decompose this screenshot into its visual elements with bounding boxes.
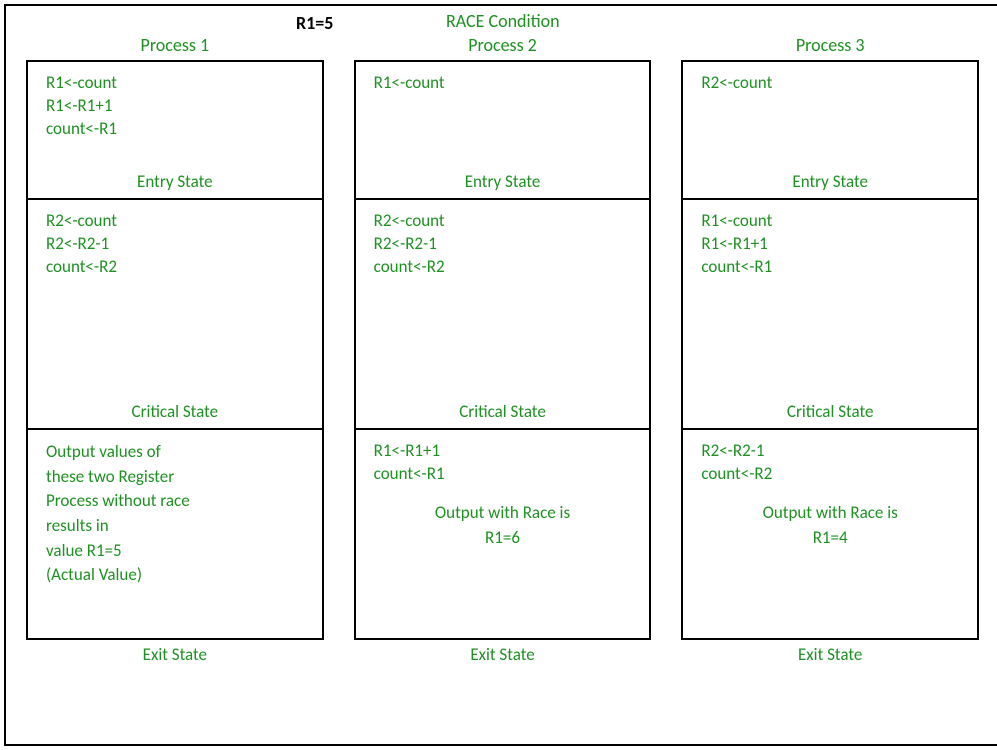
code-line: R1<-R1+1	[701, 233, 959, 256]
output-line: Output values of	[46, 440, 304, 465]
process-header: Process 1	[26, 34, 324, 60]
process-column: Process 3R2<-countEntry StateR1<-countR1…	[681, 34, 979, 665]
code-line: R2<-R2-1	[46, 233, 304, 256]
output-line: value R1=5	[46, 539, 304, 564]
state-label: Entry State	[46, 165, 304, 192]
output-line: Output with Race is	[701, 500, 959, 526]
code-line: count<-R2	[46, 256, 304, 279]
critical-state-box: R2<-countR2<-R2-1count<-R2 Critical State	[26, 200, 324, 430]
exit-state-box: R1<-R1+1count<-R1Output with Race isR1=6	[354, 430, 652, 640]
critical-code: R2<-countR2<-R2-1count<-R2	[46, 210, 304, 279]
process-column: Process 2 R1<-count Entry State R2<-countR2…	[354, 34, 652, 665]
output-line: Output with Race is	[374, 500, 632, 526]
entry-state-box: R2<-count Entry State	[681, 60, 979, 200]
code-line: R2<-R2-1	[374, 233, 632, 256]
state-label: Critical State	[374, 395, 632, 422]
entry-code: R2<-count	[701, 72, 959, 95]
exit-output: Output with Race isR1=6	[374, 486, 632, 551]
code-line: R2<-R2-1	[701, 440, 959, 463]
state-label: Entry State	[701, 165, 959, 192]
entry-state-box: R1<-count Entry State	[354, 60, 652, 200]
state-stack: R1<-countEntry StateR2<-countR2<-R2-1cou…	[354, 60, 652, 640]
critical-state-box: R1<-countR1<-R1+1count<-R1 Critical State	[681, 200, 979, 430]
output-line: results in	[46, 514, 304, 539]
code-line: R1<-count	[701, 210, 959, 233]
exit-code: R2<-R2-1count<-R2	[701, 440, 959, 486]
output-line: these two Register	[46, 465, 304, 490]
code-line: R2<-count	[46, 210, 304, 233]
code-line: count<-R1	[374, 463, 632, 486]
exit-state-box: Output values ofthese two RegisterProces…	[26, 430, 324, 640]
critical-code: R1<-countR1<-R1+1count<-R1	[701, 210, 959, 279]
exit-content: R1<-R1+1count<-R1Output with Race isR1=6	[374, 440, 632, 551]
critical-code: R2<-countR2<-R2-1count<-R2	[374, 210, 632, 279]
entry-state-box: R1<-countR1<-R1+1count<-R1 Entry State	[26, 60, 324, 200]
entry-code: R1<-countR1<-R1+1count<-R1	[46, 72, 304, 141]
r1-initial-label: R1=5	[296, 12, 333, 34]
exit-code: R1<-R1+1count<-R1	[374, 440, 632, 486]
state-stack: R2<-countEntry StateR1<-countR1<-R1+1cou…	[681, 60, 979, 640]
code-line: count<-R1	[46, 118, 304, 141]
exit-output: Output values ofthese two RegisterProces…	[46, 440, 304, 588]
state-label: Critical State	[46, 395, 304, 422]
code-line: count<-R1	[701, 256, 959, 279]
state-stack: R1<-countR1<-R1+1count<-R1 Entry State R2<…	[26, 60, 324, 640]
exit-content: R2<-R2-1count<-R2Output with Race isR1=4	[701, 440, 959, 551]
code-line: R1<-count	[46, 72, 304, 95]
diagram-frame: RACE Condition R1=5 Process 1R1<-countR1…	[4, 4, 997, 746]
diagram-title: RACE Condition	[446, 10, 560, 32]
code-line: R1<-R1+1	[46, 95, 304, 118]
process-column: Process 1 R1<-countR1<-R1+1count<-R1 Entry…	[26, 34, 324, 665]
state-label: Entry State	[374, 165, 632, 192]
critical-state-box: R2<-countR2<-R2-1count<-R2 Critical State	[354, 200, 652, 430]
state-label: Exit State	[354, 640, 652, 665]
state-label: Critical State	[701, 395, 959, 422]
exit-state-box: R2<-R2-1count<-R2Output with Race isR1=4	[681, 430, 979, 640]
code-line: R1<-R1+1	[374, 440, 632, 463]
code-line: R2<-count	[374, 210, 632, 233]
entry-code: R1<-count	[374, 72, 632, 95]
process-header: Process 2	[354, 34, 652, 60]
output-line: R1=4	[701, 525, 959, 551]
output-line: Process without race	[46, 489, 304, 514]
state-label: Exit State	[681, 640, 979, 665]
state-label: Exit State	[26, 640, 324, 665]
process-header: Process 3	[681, 34, 979, 60]
output-line: (Actual Value)	[46, 563, 304, 588]
output-line: R1=6	[374, 525, 632, 551]
exit-output: Output with Race isR1=4	[701, 486, 959, 551]
exit-content: Output values ofthese two RegisterProces…	[46, 440, 304, 588]
columns-container: Process 1R1<-countR1<-R1+1count<-R1Entry…	[6, 6, 997, 677]
code-line: count<-R2	[374, 256, 632, 279]
code-line: count<-R2	[701, 463, 959, 486]
code-line: R1<-count	[374, 72, 632, 95]
code-line: R2<-count	[701, 72, 959, 95]
